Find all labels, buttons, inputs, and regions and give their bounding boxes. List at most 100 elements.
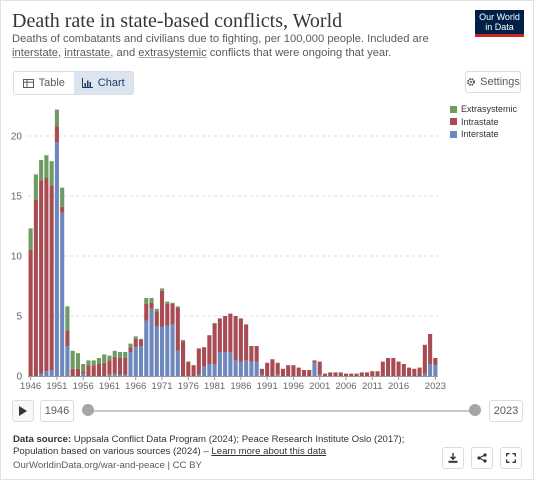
bar-extrasystemic (44, 155, 49, 178)
source-note: Data source: Uppsala Conflict Data Progr… (13, 434, 423, 457)
bar-intrastate (165, 304, 170, 326)
legend-item-intrastate[interactable]: Intrastate (450, 116, 517, 129)
bar-intrastate (238, 318, 243, 362)
subtitle-text: , (58, 46, 65, 59)
bar-extrasystemic (102, 354, 107, 363)
share-icon (477, 453, 487, 463)
tab-chart[interactable]: Chart (73, 72, 133, 94)
tab-table[interactable]: Table (14, 72, 74, 94)
bar-extrasystemic (154, 308, 159, 312)
bar-extrasystemic (165, 301, 170, 304)
bar-extrasystemic (81, 364, 86, 372)
play-button[interactable] (12, 400, 34, 422)
bar-intrastate (265, 362, 270, 376)
x-tick-label: 2001 (309, 381, 330, 392)
bar-interstate (238, 361, 243, 376)
x-tick-label: 2011 (362, 381, 382, 392)
bar-interstate (244, 360, 249, 376)
bar-extrasystemic (144, 298, 149, 304)
footer-url[interactable]: OurWorldinData.org/war-and-peace | CC BY (13, 460, 202, 471)
extrasystemic-link[interactable]: extrasystemic (138, 46, 207, 59)
bar-interstate (212, 364, 217, 376)
bar-extrasystemic (70, 350, 75, 369)
timeline: 1946 2023 (0, 398, 534, 424)
download-button[interactable] (442, 447, 464, 469)
legend-swatch-extrasystemic (450, 105, 457, 113)
bar-intrastate (65, 330, 70, 346)
bar-intrastate (244, 324, 249, 361)
expand-icon (506, 453, 516, 463)
bar-interstate (317, 374, 322, 376)
bar-intrastate (338, 372, 343, 376)
x-tick-label: 1956 (73, 381, 94, 392)
y-tick-label: 15 (11, 192, 23, 203)
share-button[interactable] (471, 447, 493, 469)
owid-logo[interactable]: Our World in Data (475, 10, 524, 37)
learn-more-link[interactable]: Learn more about this data (211, 445, 327, 457)
bar-interstate (233, 360, 238, 376)
bar-intrastate (54, 126, 59, 142)
bar-intrastate (170, 304, 175, 325)
x-tick-label: 2023 (425, 381, 446, 392)
bar-intrastate (44, 178, 49, 372)
bar-intrastate (354, 373, 359, 376)
bar-extrasystemic (128, 343, 133, 348)
chart-icon (81, 78, 93, 88)
bar-extrasystemic (117, 352, 123, 358)
bar-intrastate (375, 371, 380, 376)
bar-interstate (144, 320, 149, 376)
bar-extrasystemic (75, 353, 80, 369)
bar-interstate (112, 373, 117, 376)
x-tick-label: 1986 (230, 381, 251, 392)
bar-intrastate (60, 206, 65, 213)
bar-intrastate (301, 370, 307, 376)
legend-item-extrasystemic[interactable]: Extrasystemic (450, 103, 517, 116)
bar-extrasystemic (123, 352, 128, 358)
bar-intrastate (259, 368, 264, 375)
bar-intrastate (322, 373, 328, 376)
bar-intrastate (39, 180, 44, 374)
table-icon (22, 78, 34, 88)
bar-extrasystemic (175, 306, 180, 308)
bar-intrastate (186, 361, 191, 376)
x-tick-label: 1996 (283, 381, 304, 392)
bar-interstate (259, 374, 264, 376)
bar-intrastate (343, 373, 349, 376)
bar-interstate (44, 371, 49, 376)
bar-extrasystemic (112, 350, 117, 357)
chart-legend: Extrasystemic Intrastate Interstate (450, 103, 517, 141)
timeline-end-handle[interactable] (469, 404, 481, 416)
interstate-link[interactable]: interstate (12, 46, 59, 59)
tab-chart-label: Chart (97, 77, 125, 89)
bar-intrastate (144, 304, 149, 321)
bar-intrastate (133, 338, 138, 348)
bar-intrastate (328, 372, 333, 376)
bar-intrastate (86, 365, 91, 376)
bar-interstate (196, 374, 201, 376)
bar-intrastate (91, 365, 96, 376)
bar-intrastate (422, 344, 427, 374)
bar-interstate (154, 326, 159, 376)
intrastate-link[interactable]: intrastate (64, 46, 111, 59)
bar-interstate (312, 362, 317, 376)
bar-intrastate (412, 368, 417, 376)
bar-intrastate (254, 346, 259, 362)
bar-interstate (133, 347, 138, 376)
bar-interstate (275, 374, 280, 376)
bar-extrasystemic (49, 161, 54, 186)
bar-interstate (60, 212, 65, 376)
logo-line2: in Data (485, 21, 514, 32)
fullscreen-button[interactable] (500, 447, 522, 469)
bar-intrastate (396, 361, 401, 376)
bar-intrastate (275, 362, 280, 375)
bar-interstate (428, 364, 433, 376)
legend-item-interstate[interactable]: Interstate (450, 128, 517, 141)
timeline-start-handle[interactable] (82, 404, 94, 416)
bar-interstate (54, 142, 59, 376)
bar-intrastate (380, 361, 385, 376)
bar-intrastate (207, 335, 212, 364)
timeline-track[interactable] (88, 410, 476, 412)
bar-interstate (107, 374, 112, 376)
bar-interstate (433, 365, 438, 376)
settings-button[interactable]: Settings (465, 71, 521, 93)
